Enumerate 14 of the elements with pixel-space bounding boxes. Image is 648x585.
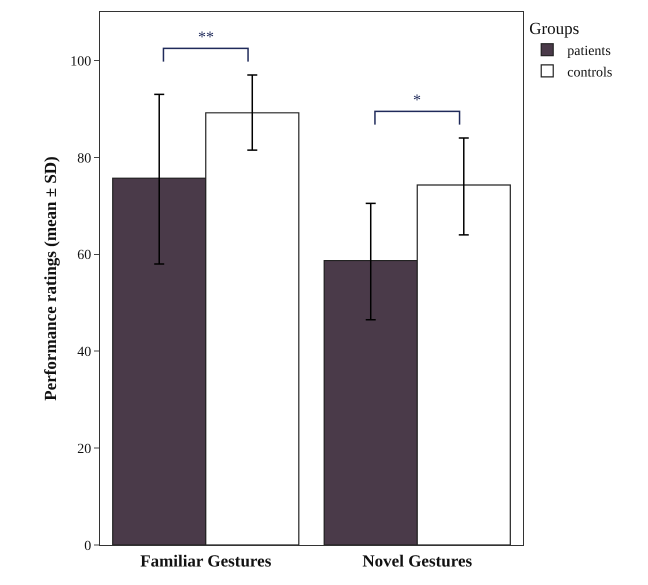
y-axis-title: Performance ratings (mean ± SD): [41, 156, 60, 401]
annotation: *: [413, 92, 421, 109]
x-tick-label: Familiar Gestures: [140, 551, 272, 570]
legend-title: Groups: [529, 19, 580, 38]
legend-label: controls: [567, 65, 612, 80]
y-tick-label: 100: [70, 54, 92, 70]
legend-label: patients: [567, 44, 611, 60]
y-tick-label: 40: [77, 345, 92, 360]
x-tick-label: Novel Gestures: [362, 551, 472, 570]
y-tick-label: 80: [77, 151, 92, 166]
y-tick-label: 20: [77, 442, 92, 457]
y-tick-label: 60: [77, 248, 92, 264]
y-tick-label: 0: [84, 538, 92, 554]
annotation: **: [198, 29, 214, 46]
